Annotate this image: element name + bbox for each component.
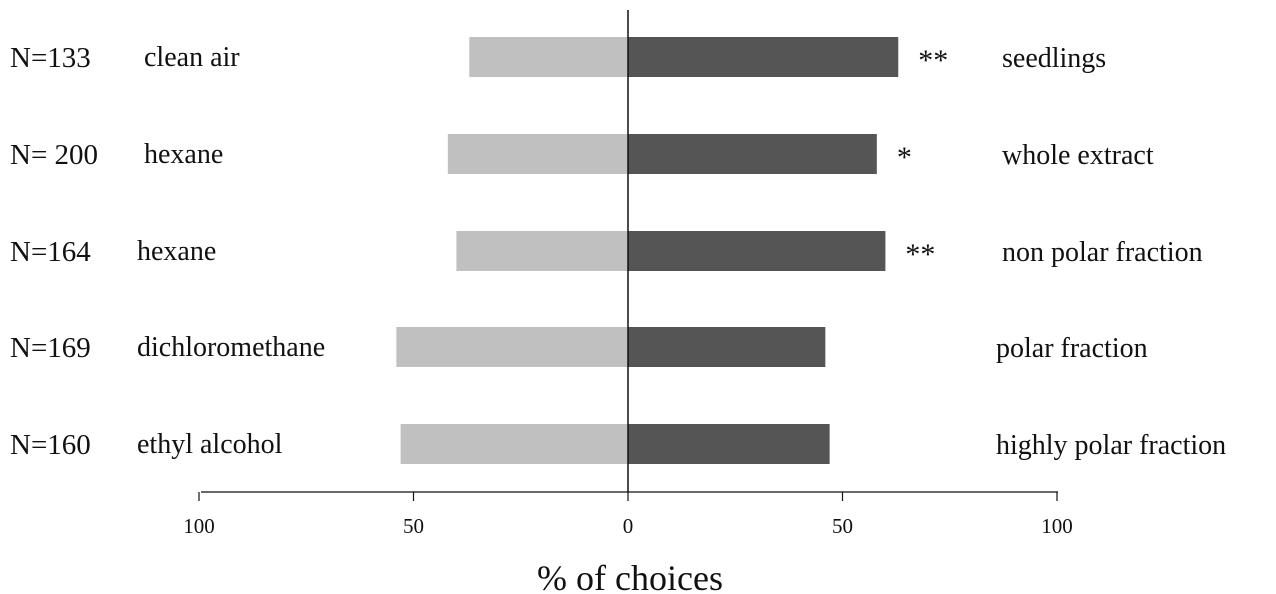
significance-marker: * — [897, 141, 912, 174]
left-category-label: hexane — [144, 139, 223, 170]
x-tick-label: 100 — [183, 514, 215, 538]
sample-size-label: N=164 — [10, 236, 91, 268]
right-category-label: seedlings — [1002, 43, 1106, 74]
right-category-label: polar fraction — [996, 333, 1148, 364]
x-tick-label: 0 — [623, 514, 634, 538]
bar-left — [396, 327, 628, 367]
left-category-label: ethyl alcohol — [137, 429, 283, 460]
sample-size-label: N=133 — [10, 42, 91, 74]
bar-right — [628, 231, 886, 271]
sample-size-label: N= 200 — [10, 139, 98, 171]
significance-marker: ** — [905, 238, 935, 271]
significance-marker: ** — [918, 44, 948, 77]
sample-size-label: N=160 — [10, 429, 91, 461]
sample-size-label: N=169 — [10, 332, 91, 364]
bars-layer — [396, 37, 899, 464]
bar-right — [628, 327, 826, 367]
bar-left — [456, 231, 628, 271]
bar-left — [469, 37, 628, 77]
x-axis-title: % of choices — [537, 558, 723, 594]
bar-right — [628, 37, 899, 77]
left-category-label: dichloromethane — [137, 332, 325, 363]
x-tick-label: 50 — [832, 514, 853, 538]
left-category-label: hexane — [137, 236, 216, 267]
x-tick-label: 50 — [403, 514, 424, 538]
x-tick-label: 100 — [1041, 514, 1073, 538]
labels-layer: N=133 clean air seedlings ** N= 200 hexane who… — [10, 42, 1226, 461]
bar-left — [400, 424, 628, 464]
bar-right — [628, 424, 830, 464]
right-category-label: whole extract — [1002, 140, 1154, 171]
bar-right — [628, 134, 877, 174]
right-category-label: non polar fraction — [1002, 237, 1203, 268]
left-category-label: clean air — [144, 42, 240, 73]
right-category-label: highly polar fraction — [996, 430, 1226, 461]
x-axis: 100 50 0 50 100 — [183, 491, 1073, 538]
bar-left — [447, 134, 628, 174]
